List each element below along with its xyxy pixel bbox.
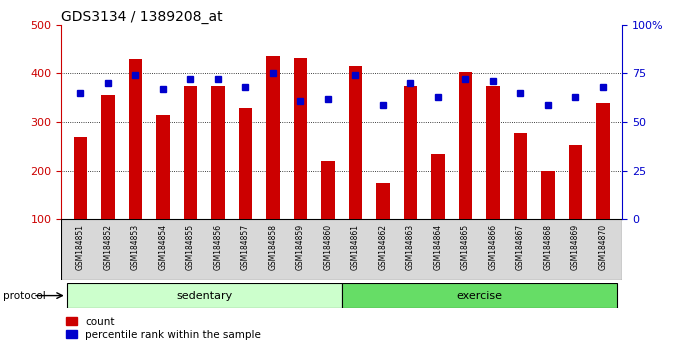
Bar: [513, 133, 527, 219]
Text: GSM184868: GSM184868: [543, 224, 552, 270]
Bar: [294, 58, 307, 219]
Text: GSM184857: GSM184857: [241, 224, 250, 270]
Bar: [156, 115, 170, 219]
Bar: [67, 283, 341, 308]
Text: GSM184855: GSM184855: [186, 224, 195, 270]
Text: exercise: exercise: [456, 291, 503, 301]
Text: GSM184852: GSM184852: [103, 224, 112, 270]
Bar: [431, 154, 445, 219]
Bar: [403, 86, 418, 219]
Bar: [541, 171, 555, 219]
Text: GSM184860: GSM184860: [324, 224, 333, 270]
Text: GSM184859: GSM184859: [296, 224, 305, 270]
Legend: count, percentile rank within the sample: count, percentile rank within the sample: [67, 317, 261, 340]
Text: GSM184866: GSM184866: [488, 224, 498, 270]
Bar: [349, 66, 362, 219]
Bar: [568, 145, 582, 219]
Text: GSM184858: GSM184858: [269, 224, 277, 270]
Bar: [596, 103, 610, 219]
Text: GSM184851: GSM184851: [76, 224, 85, 270]
Bar: [341, 283, 617, 308]
Bar: [184, 86, 197, 219]
Bar: [486, 86, 500, 219]
Text: GSM184856: GSM184856: [214, 224, 222, 270]
Text: GSM184870: GSM184870: [598, 224, 607, 270]
Text: GSM184867: GSM184867: [516, 224, 525, 270]
Text: GSM184854: GSM184854: [158, 224, 167, 270]
Bar: [321, 161, 335, 219]
Text: GSM184865: GSM184865: [461, 224, 470, 270]
Text: GSM184853: GSM184853: [131, 224, 140, 270]
Text: protocol: protocol: [3, 291, 46, 301]
Bar: [101, 95, 115, 219]
Text: GSM184869: GSM184869: [571, 224, 580, 270]
Text: sedentary: sedentary: [176, 291, 233, 301]
Bar: [376, 183, 390, 219]
Bar: [61, 219, 622, 280]
Bar: [211, 86, 225, 219]
Text: GSM184862: GSM184862: [379, 224, 388, 270]
Text: GDS3134 / 1389208_at: GDS3134 / 1389208_at: [61, 10, 223, 24]
Bar: [239, 108, 252, 219]
Bar: [458, 73, 473, 219]
Text: GSM184861: GSM184861: [351, 224, 360, 270]
Text: GSM184863: GSM184863: [406, 224, 415, 270]
Bar: [266, 56, 280, 219]
Bar: [73, 137, 87, 219]
Bar: [129, 59, 142, 219]
Text: GSM184864: GSM184864: [433, 224, 443, 270]
